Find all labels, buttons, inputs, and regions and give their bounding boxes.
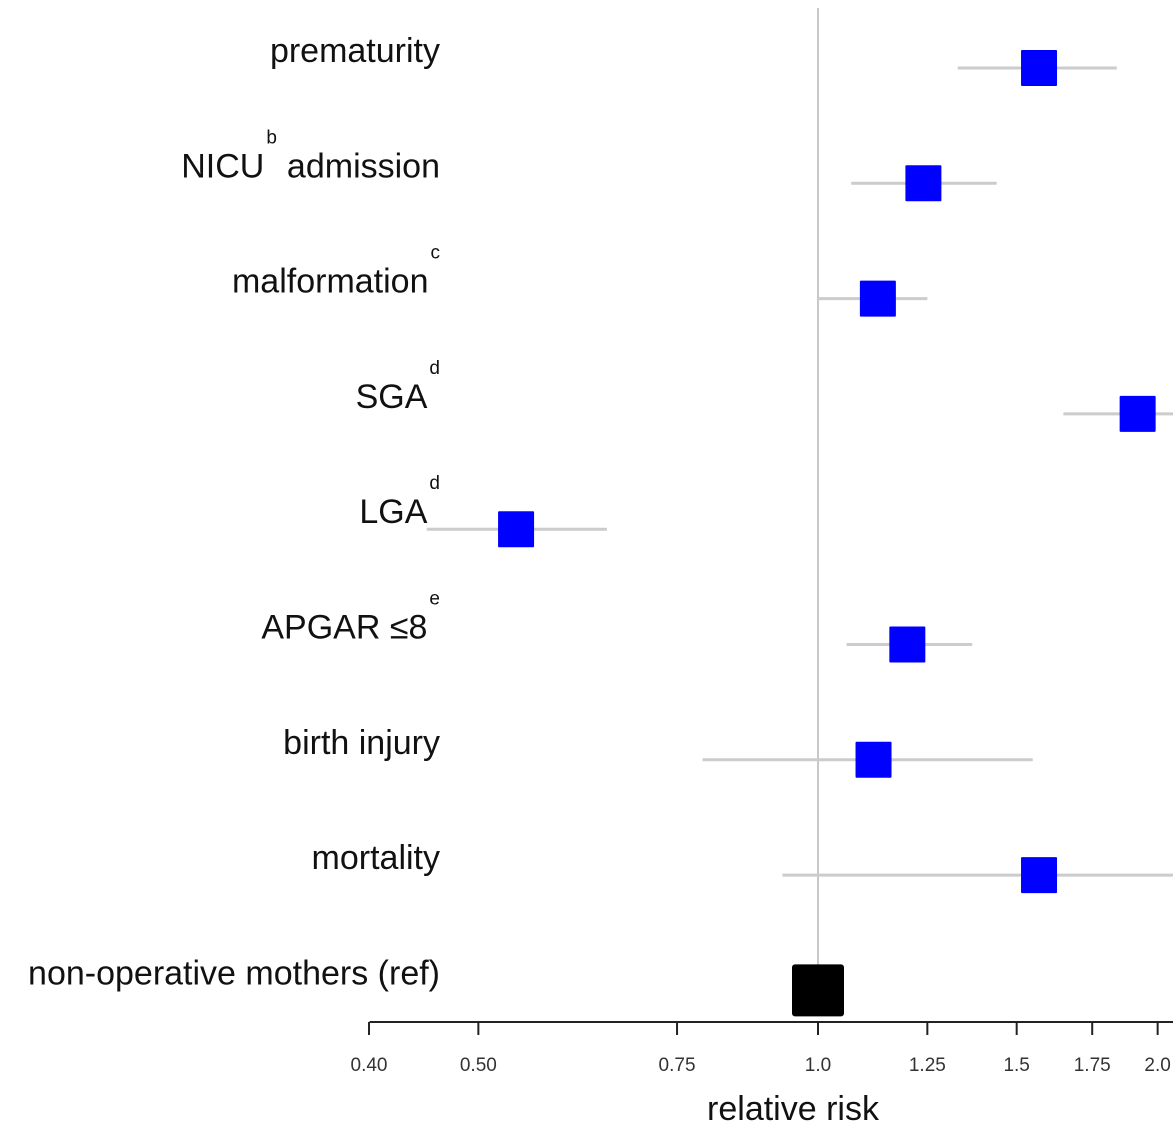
row-label-footnote: b bbox=[266, 127, 277, 148]
x-tick-label: 1.75 bbox=[1074, 1055, 1111, 1076]
x-tick-label: 0.75 bbox=[659, 1055, 696, 1076]
row-label: birth injury bbox=[283, 724, 440, 762]
row-label: malformationc bbox=[232, 243, 440, 301]
row-label: SGAd bbox=[356, 358, 440, 416]
row-label-text: malformation bbox=[232, 263, 429, 301]
forest-row: malformationc bbox=[232, 243, 928, 317]
row-label-text: birth injury bbox=[283, 724, 440, 762]
forest-row: non-operative mothers (ref) bbox=[28, 954, 844, 1017]
row-label-footnote: e bbox=[429, 589, 440, 610]
estimate-marker bbox=[905, 165, 942, 202]
forest-row: prematurity bbox=[270, 32, 1117, 86]
row-label-text-after: admission bbox=[287, 147, 440, 185]
row-label-text: APGAR ≤8 bbox=[261, 609, 427, 647]
row-label-footnote: d bbox=[429, 358, 440, 379]
estimate-marker bbox=[859, 280, 896, 317]
forest-row: SGAd bbox=[356, 358, 1173, 432]
x-axis-title: relative risk bbox=[707, 1090, 880, 1128]
row-label: APGAR ≤8e bbox=[261, 589, 440, 647]
estimate-marker bbox=[889, 626, 926, 663]
row-label-text: non-operative mothers (ref) bbox=[28, 954, 440, 992]
x-tick-label: 1.25 bbox=[909, 1055, 946, 1076]
x-tick-label: 1.0 bbox=[805, 1055, 831, 1076]
forest-row: birth injury bbox=[283, 724, 1033, 778]
row-label: NICUb admission bbox=[181, 127, 440, 185]
forest-row: APGAR ≤8e bbox=[261, 589, 973, 663]
row-label-text: NICU bbox=[181, 147, 264, 185]
estimate-marker bbox=[855, 741, 892, 778]
row-label: prematurity bbox=[270, 32, 440, 70]
x-tick-label: 0.40 bbox=[351, 1055, 388, 1076]
row-label-footnote: c bbox=[431, 243, 441, 264]
row-label: non-operative mothers (ref) bbox=[28, 954, 440, 992]
estimate-marker bbox=[1119, 395, 1156, 432]
row-label-text: SGA bbox=[356, 378, 428, 416]
row-label-text: LGA bbox=[359, 493, 427, 531]
x-tick-label: 1.5 bbox=[1003, 1055, 1029, 1076]
row-label-text: prematurity bbox=[270, 32, 440, 70]
row-label-text: mortality bbox=[312, 839, 440, 877]
forest-row: mortality bbox=[312, 839, 1173, 894]
row-label: LGAd bbox=[359, 473, 440, 531]
estimate-marker bbox=[1021, 50, 1058, 86]
row-label-footnote: d bbox=[429, 473, 440, 494]
rows-layer: prematurity NICUb admission malformationc SG… bbox=[28, 32, 1173, 1017]
estimate-marker bbox=[1021, 857, 1058, 894]
row-label: mortality bbox=[312, 839, 440, 877]
reference-marker bbox=[792, 964, 844, 1017]
forest-row: LGAd bbox=[359, 473, 607, 548]
estimate-marker bbox=[498, 511, 535, 548]
x-axis: 0.400.500.751.01.251.51.752.02.5 bbox=[351, 1021, 1173, 1076]
x-tick-label: 2.0 bbox=[1144, 1055, 1170, 1076]
forest-row: NICUb admission bbox=[181, 127, 997, 202]
x-tick-label: 0.50 bbox=[460, 1055, 497, 1076]
